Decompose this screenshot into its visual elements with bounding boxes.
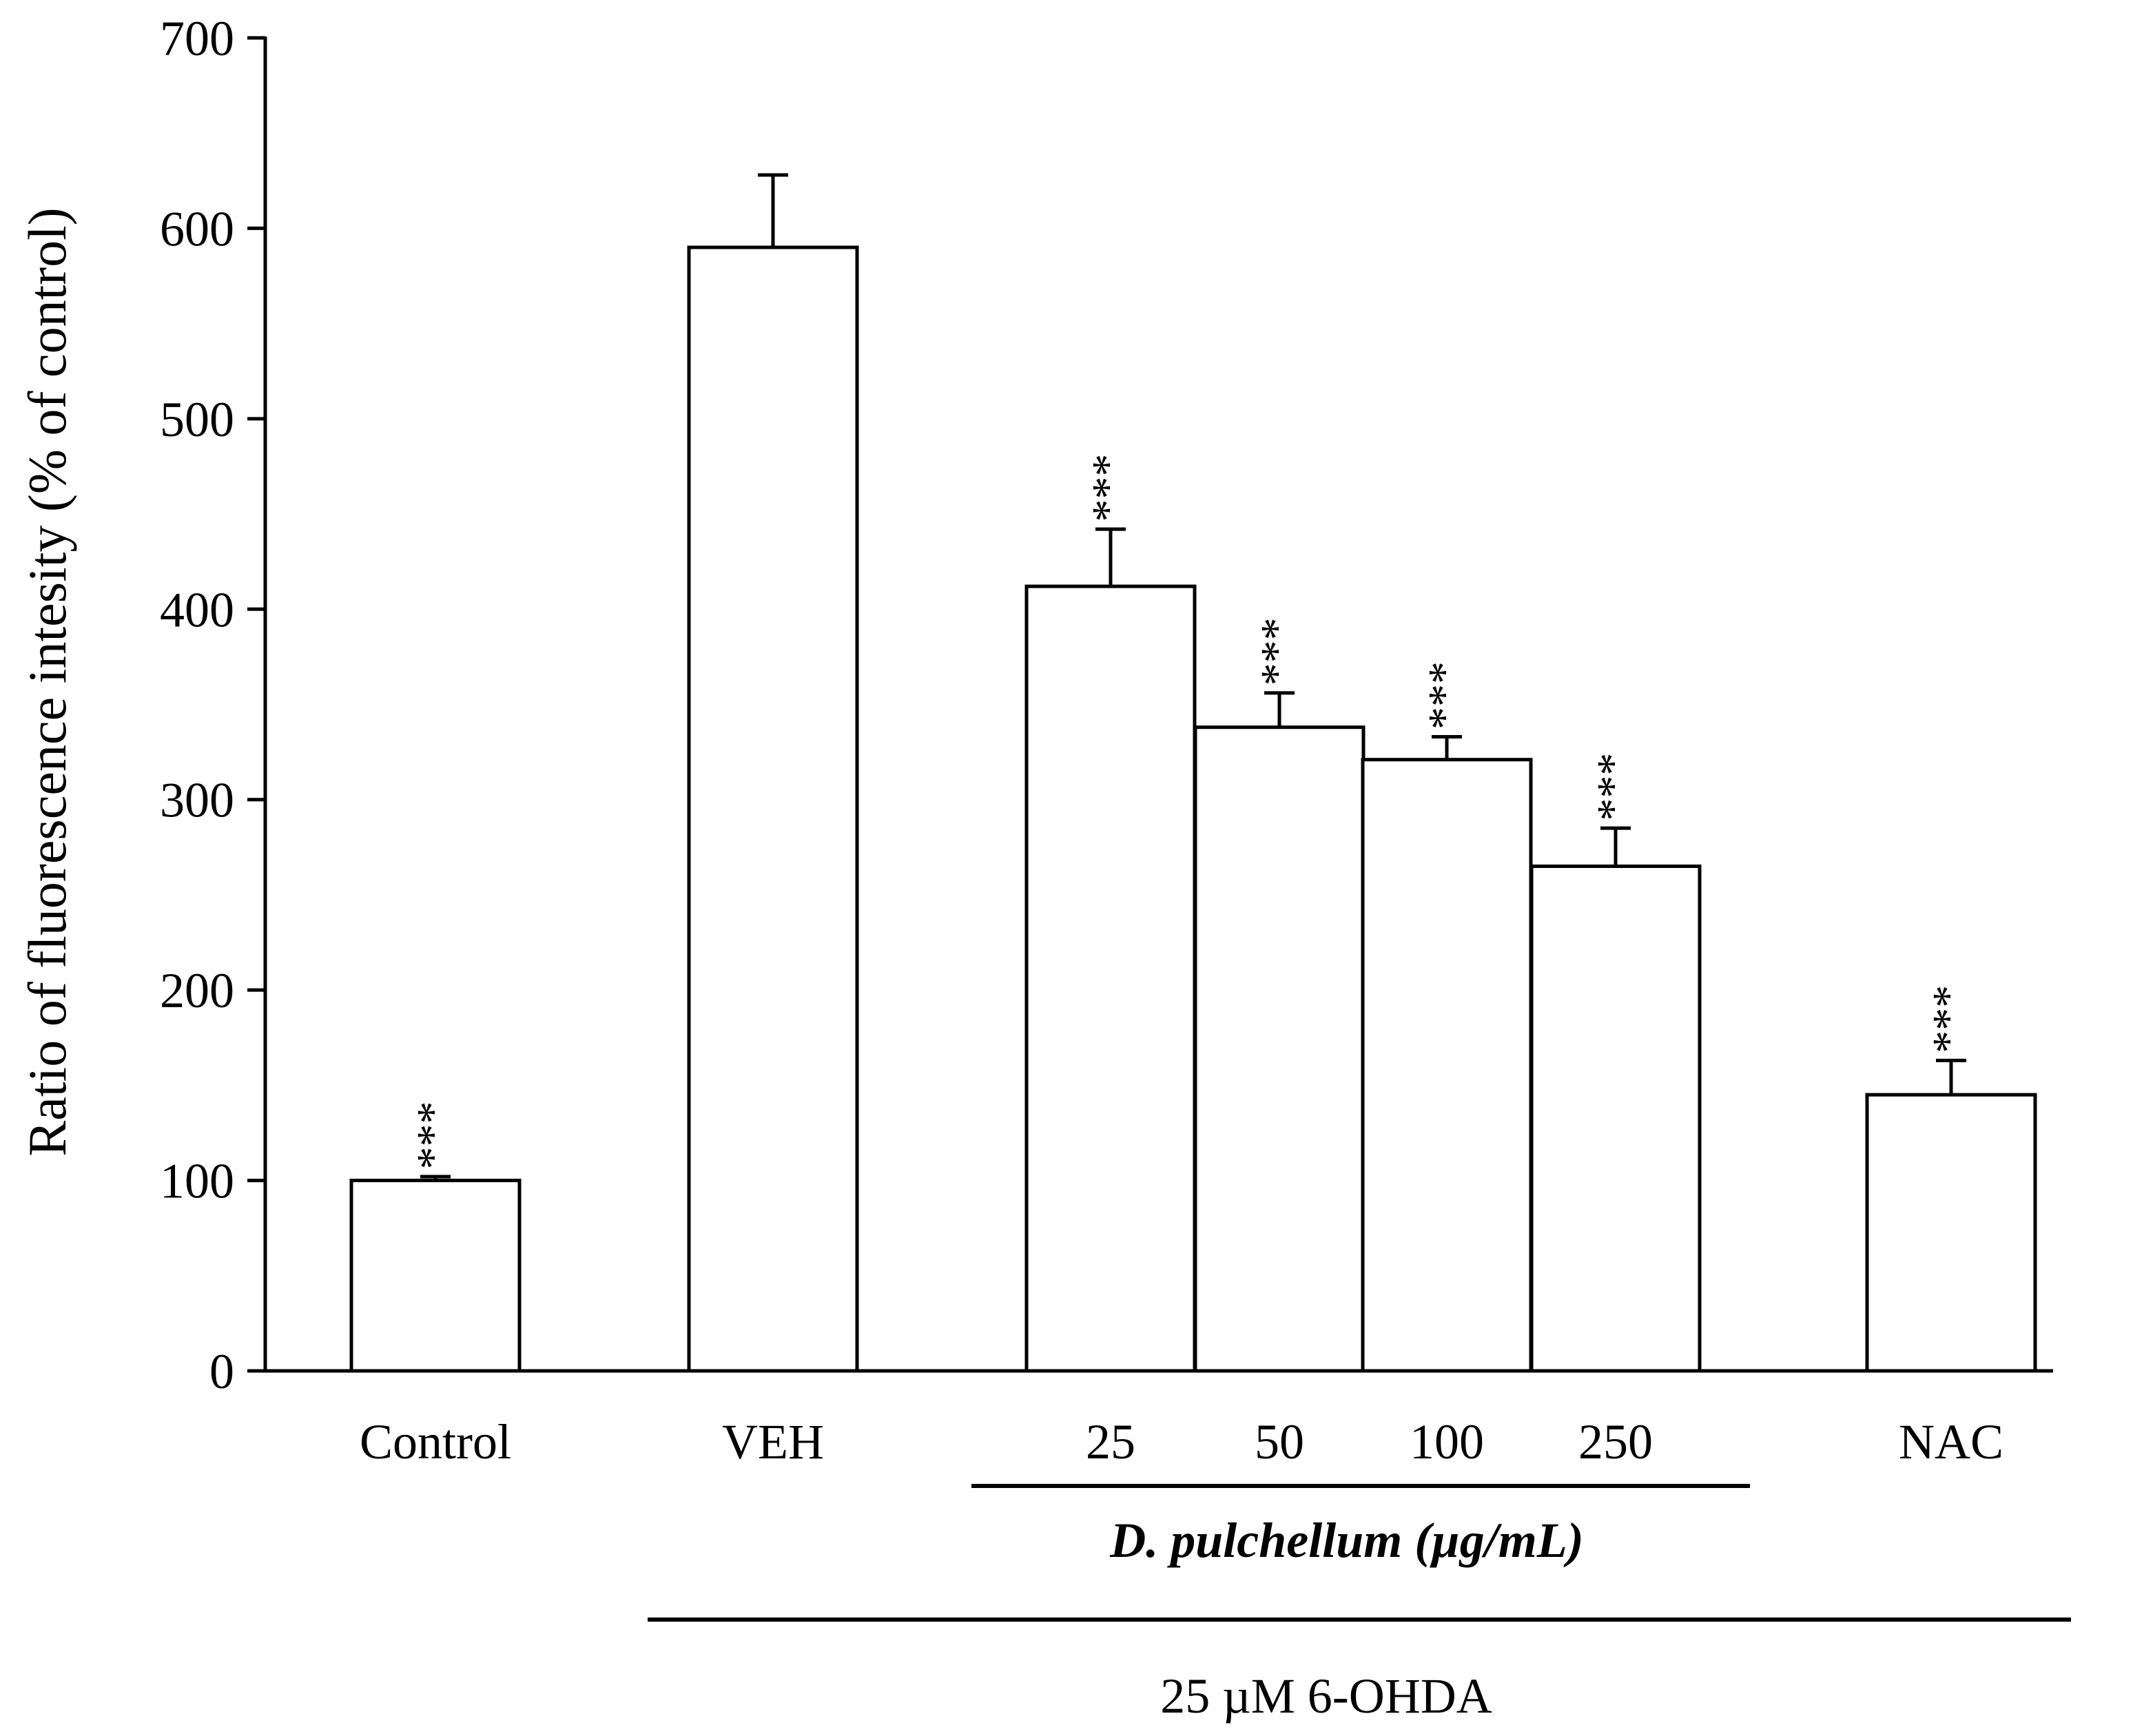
category-label: VEH xyxy=(722,1414,824,1469)
significance-mark: *** xyxy=(1252,617,1302,685)
category-labels: Control VEH 25 50 100 250 NAC xyxy=(360,1414,2003,1469)
significance-mark: *** xyxy=(1924,985,1974,1053)
y-tick-label: 700 xyxy=(160,11,234,66)
y-axis-title: Ratio of fluorescence intesity (% of con… xyxy=(17,207,77,1157)
y-tick-label: 100 xyxy=(160,1154,234,1209)
y-tick-label: 400 xyxy=(160,582,234,637)
category-label: 25 xyxy=(1086,1414,1135,1469)
bar xyxy=(687,245,859,1373)
category-label: 250 xyxy=(1578,1414,1653,1469)
bar xyxy=(1361,758,1533,1373)
significance-mark: *** xyxy=(1419,661,1470,730)
bars: *** *** *** *** *** *** xyxy=(349,173,2037,1373)
bar xyxy=(1529,864,1702,1373)
category-label: Control xyxy=(360,1414,511,1469)
significance-mark: *** xyxy=(408,1102,458,1170)
y-tick-label: 200 xyxy=(160,963,234,1018)
bar xyxy=(349,1179,522,1373)
y-tick-label: 0 xyxy=(209,1344,234,1399)
bar xyxy=(1024,584,1197,1373)
y-tick-label: 600 xyxy=(160,201,234,256)
category-label: NAC xyxy=(1899,1414,2003,1469)
treatment-label: 25 µM 6-OHDA xyxy=(1160,1668,1492,1724)
bar xyxy=(1865,1093,2037,1373)
y-ticks: 0 100 200 300 400 500 600 700 xyxy=(160,11,265,1399)
significance-mark: *** xyxy=(1588,753,1638,821)
category-label: 100 xyxy=(1410,1414,1484,1469)
y-tick-label: 500 xyxy=(160,392,234,447)
y-tick-label: 300 xyxy=(160,773,234,828)
category-label: 50 xyxy=(1255,1414,1304,1469)
bar xyxy=(1193,725,1366,1373)
significance-mark: *** xyxy=(1083,454,1133,522)
dose-group-label: D. pulchellum (µg/mL) xyxy=(1109,1513,1583,1568)
